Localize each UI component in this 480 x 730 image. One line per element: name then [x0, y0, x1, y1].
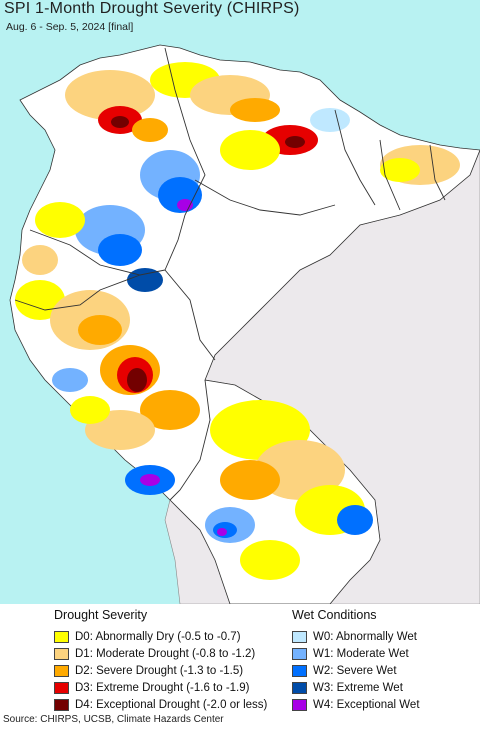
- legend-item-d1: D1: Moderate Drought (-0.8 to -1.2): [54, 645, 267, 662]
- legend-label-d0: D0: Abnormally Dry (-0.5 to -0.7): [75, 630, 241, 643]
- swatch-d0: [54, 630, 69, 643]
- drought-legend: Drought Severity D0: Abnormally Dry (-0.…: [54, 608, 267, 713]
- legend-label-w4: W4: Exceptional Wet: [313, 698, 420, 711]
- legend-item-d4: D4: Exceptional Drought (-2.0 or less): [54, 696, 267, 713]
- country-borders: [14, 47, 446, 501]
- severity-patches: [15, 62, 460, 580]
- map-panel: [0, 0, 480, 604]
- legend-item-d3: D3: Extreme Drought (-1.6 to -1.9): [54, 679, 267, 696]
- legend-item-w3: W3: Extreme Wet: [292, 679, 420, 696]
- legend-label-w2: W2: Severe Wet: [313, 664, 397, 677]
- legend-item-w4: W4: Exceptional Wet: [292, 696, 420, 713]
- legend-item-w1: W1: Moderate Wet: [292, 645, 420, 662]
- legend-label-w0: W0: Abnormally Wet: [313, 630, 417, 643]
- legend-label-w1: W1: Moderate Wet: [313, 647, 409, 660]
- drought-legend-heading: Drought Severity: [54, 608, 148, 622]
- wet-legend-heading: Wet Conditions: [292, 608, 377, 622]
- swatch-w4: [292, 698, 307, 711]
- swatch-d3: [54, 681, 69, 694]
- map-subtitle: Aug. 6 - Sep. 5, 2024 [final]: [6, 21, 134, 33]
- swatch-w2: [292, 664, 307, 677]
- source-credit: Source: CHIRPS, UCSB, Climate Hazards Ce…: [3, 714, 224, 725]
- swatch-d1: [54, 647, 69, 660]
- legend-item-d2: D2: Severe Drought (-1.3 to -1.5): [54, 662, 267, 679]
- legend-label-d4: D4: Exceptional Drought (-2.0 or less): [75, 698, 268, 711]
- legend-label-d2: D2: Severe Drought (-1.3 to -1.5): [75, 664, 244, 677]
- legend-item-w0: W0: Abnormally Wet: [292, 628, 420, 645]
- legend-label-w3: W3: Extreme Wet: [313, 681, 403, 694]
- swatch-d2: [54, 664, 69, 677]
- swatch-w3: [292, 681, 307, 694]
- legend-item-d0: D0: Abnormally Dry (-0.5 to -0.7): [54, 628, 267, 645]
- legend-label-d1: D1: Moderate Drought (-0.8 to -1.2): [75, 647, 256, 660]
- legend-item-w2: W2: Severe Wet: [292, 662, 420, 679]
- wet-legend: Wet Conditions W0: Abnormally Wet W1: Mo…: [292, 608, 420, 713]
- swatch-d4: [54, 698, 69, 711]
- swatch-w0: [292, 630, 307, 643]
- swatch-w1: [292, 647, 307, 660]
- map-title: SPI 1-Month Drought Severity (CHIRPS): [4, 0, 300, 17]
- drought-map: [0, 0, 480, 604]
- legend-label-d3: D3: Extreme Drought (-1.6 to -1.9): [75, 681, 250, 694]
